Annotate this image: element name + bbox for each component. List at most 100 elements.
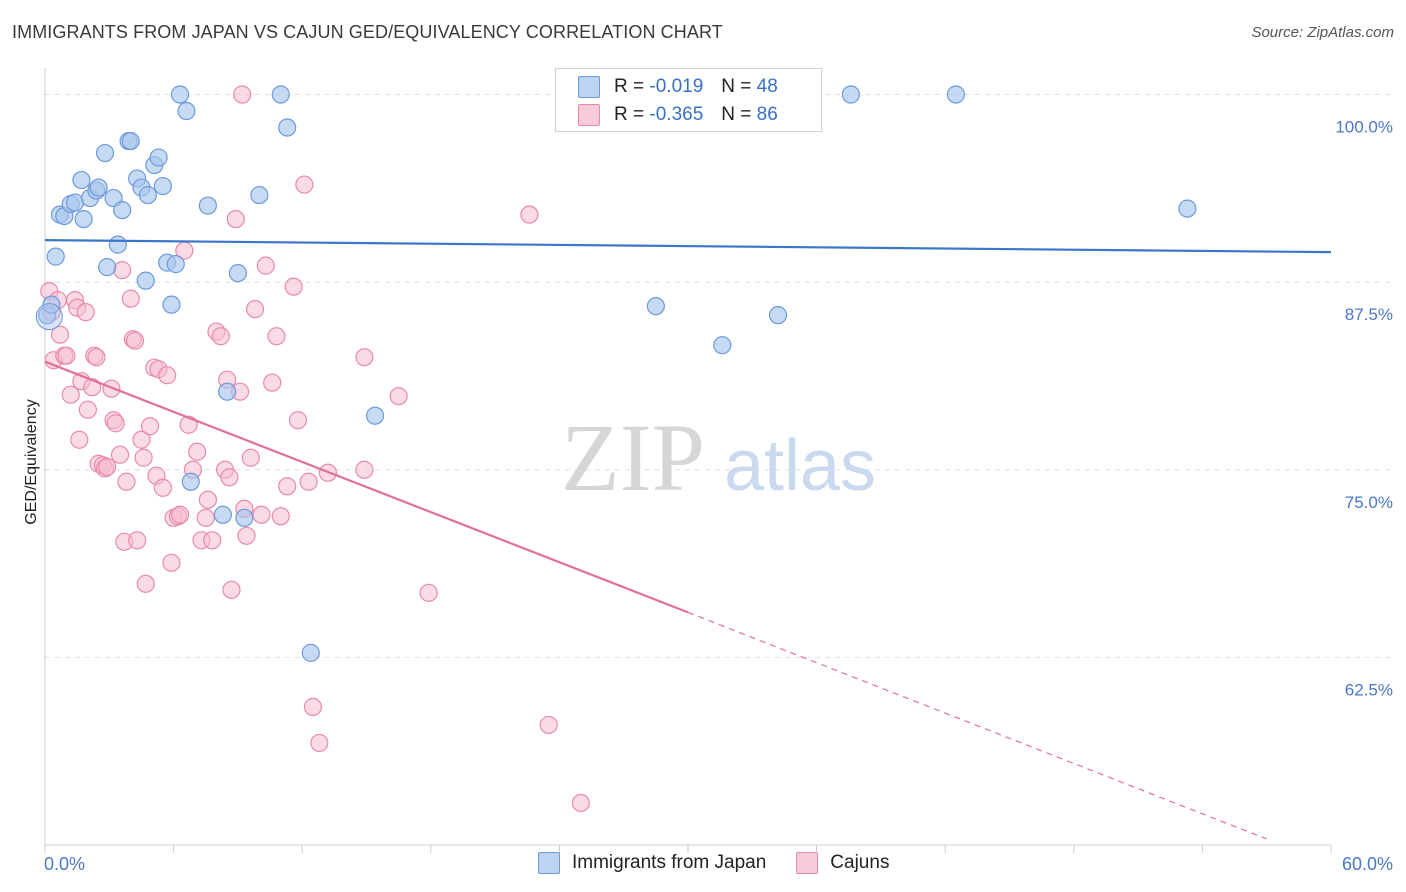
legend-r-value: -0.365 <box>649 104 704 125</box>
japan-point <box>646 297 665 316</box>
japan-point <box>108 235 127 254</box>
bottom-legend-japan[interactable]: Immigrants from Japan <box>538 852 766 874</box>
cajuns-point <box>355 460 374 479</box>
y-tick-label-0: 62.5% <box>1345 680 1393 699</box>
cajuns-point <box>140 417 160 436</box>
cajuns-point <box>233 85 252 104</box>
legend-swatch-japan <box>578 76 600 98</box>
japan-point <box>235 508 254 527</box>
cajuns-point <box>220 468 239 487</box>
japan-point <box>841 85 860 104</box>
japan-points <box>35 85 1197 662</box>
cajuns-point <box>76 303 95 322</box>
cajuns-point <box>153 478 172 497</box>
japan-point <box>153 176 172 196</box>
cajuns-point <box>203 531 222 550</box>
legend-n-value: 48 <box>756 76 778 97</box>
legend-r-label: R = <box>614 104 645 125</box>
cajuns-point <box>226 209 245 229</box>
x-tick-label-0: 0.0% <box>44 854 85 874</box>
cajuns-point <box>299 472 318 491</box>
cajuns-point <box>57 346 76 365</box>
cajuns-point <box>132 430 151 449</box>
x-tick-label-1: 60.0% <box>1342 854 1393 874</box>
japan-point <box>65 193 85 212</box>
axes <box>44 68 1332 853</box>
japan-point <box>72 170 91 190</box>
japan-point <box>113 200 132 220</box>
japan-point <box>121 131 140 151</box>
legend-swatch-cajuns <box>578 104 600 126</box>
cajuns-point <box>50 325 70 344</box>
cajuns-point <box>539 715 558 735</box>
cajuns-point <box>78 400 97 419</box>
japan-point-cluster <box>35 303 63 331</box>
cajuns-point <box>188 442 207 461</box>
legend-n-label: N = <box>721 76 752 97</box>
watermark-zip: ZIP <box>561 404 705 511</box>
cajuns-point <box>222 580 241 599</box>
japan-point <box>946 85 966 104</box>
cajuns-point <box>83 378 102 397</box>
japan-point <box>301 643 320 662</box>
cajuns-point <box>117 472 136 491</box>
legend-r-value: -0.019 <box>649 76 704 97</box>
cajuns-point <box>520 205 539 224</box>
japan-point <box>713 336 732 355</box>
cajuns-point <box>106 414 125 433</box>
cajuns-point <box>162 553 181 572</box>
cajuns-point <box>419 583 438 602</box>
cajuns-trend-extension <box>687 611 1267 840</box>
legend-n-label: N = <box>721 104 752 125</box>
bottom-legend-label-japan: Immigrants from Japan <box>572 852 767 873</box>
chart-title: IMMIGRANTS FROM JAPAN VS CAJUN GED/EQUIV… <box>12 22 723 42</box>
cajuns-point <box>170 505 190 524</box>
cajuns-point <box>70 430 89 449</box>
cajuns-point <box>134 448 153 467</box>
legend-row-cajuns: R = -0.365 N = 86 <box>578 103 778 127</box>
japan-point <box>149 148 168 167</box>
bottom-legend-swatch-cajuns <box>796 852 819 874</box>
y-tick-label-2: 87.5% <box>1345 305 1393 324</box>
japan-point <box>365 406 385 425</box>
bottom-legend: Immigrants from Japan Cajuns <box>538 852 919 874</box>
japan-point <box>138 185 157 205</box>
cajuns-point <box>241 448 260 467</box>
japan-point <box>177 101 196 121</box>
legend-box: R = -0.019 N = 48 R = -0.365 N = 86 <box>555 68 822 132</box>
cajuns-point <box>125 331 145 350</box>
japan-point <box>166 255 185 274</box>
cajuns-point <box>389 387 408 406</box>
japan-point <box>162 295 181 314</box>
japan-point <box>170 85 190 104</box>
cajuns-point <box>288 411 308 430</box>
japan-point <box>95 143 115 163</box>
cajuns-point <box>245 300 265 319</box>
cajuns-point <box>271 507 290 526</box>
grid-lines <box>45 94 1395 658</box>
cajuns-point <box>303 697 323 717</box>
cajuns-point <box>278 477 297 496</box>
cajuns-point <box>198 490 217 509</box>
japan-point <box>98 258 117 277</box>
cajuns-point <box>211 327 230 346</box>
cajuns-point <box>121 289 140 308</box>
japan-point <box>278 118 297 137</box>
legend-n-value: 86 <box>756 104 778 125</box>
cajuns-point <box>263 373 282 392</box>
cajuns-points <box>40 85 590 813</box>
cajuns-point <box>571 793 590 813</box>
japan-point <box>271 85 290 104</box>
japan-point <box>213 505 232 524</box>
cajuns-point <box>110 445 130 464</box>
cajuns-point <box>196 508 215 527</box>
cajuns-point <box>136 574 155 593</box>
cajuns-point <box>98 457 117 476</box>
bottom-legend-cajuns[interactable]: Cajuns <box>796 852 889 874</box>
cajuns-point <box>310 733 329 753</box>
y-tick-label-3: 100.0% <box>1335 118 1393 137</box>
cajuns-point <box>355 348 374 367</box>
japan-point <box>218 382 237 401</box>
legend-r-label: R = <box>614 76 645 97</box>
